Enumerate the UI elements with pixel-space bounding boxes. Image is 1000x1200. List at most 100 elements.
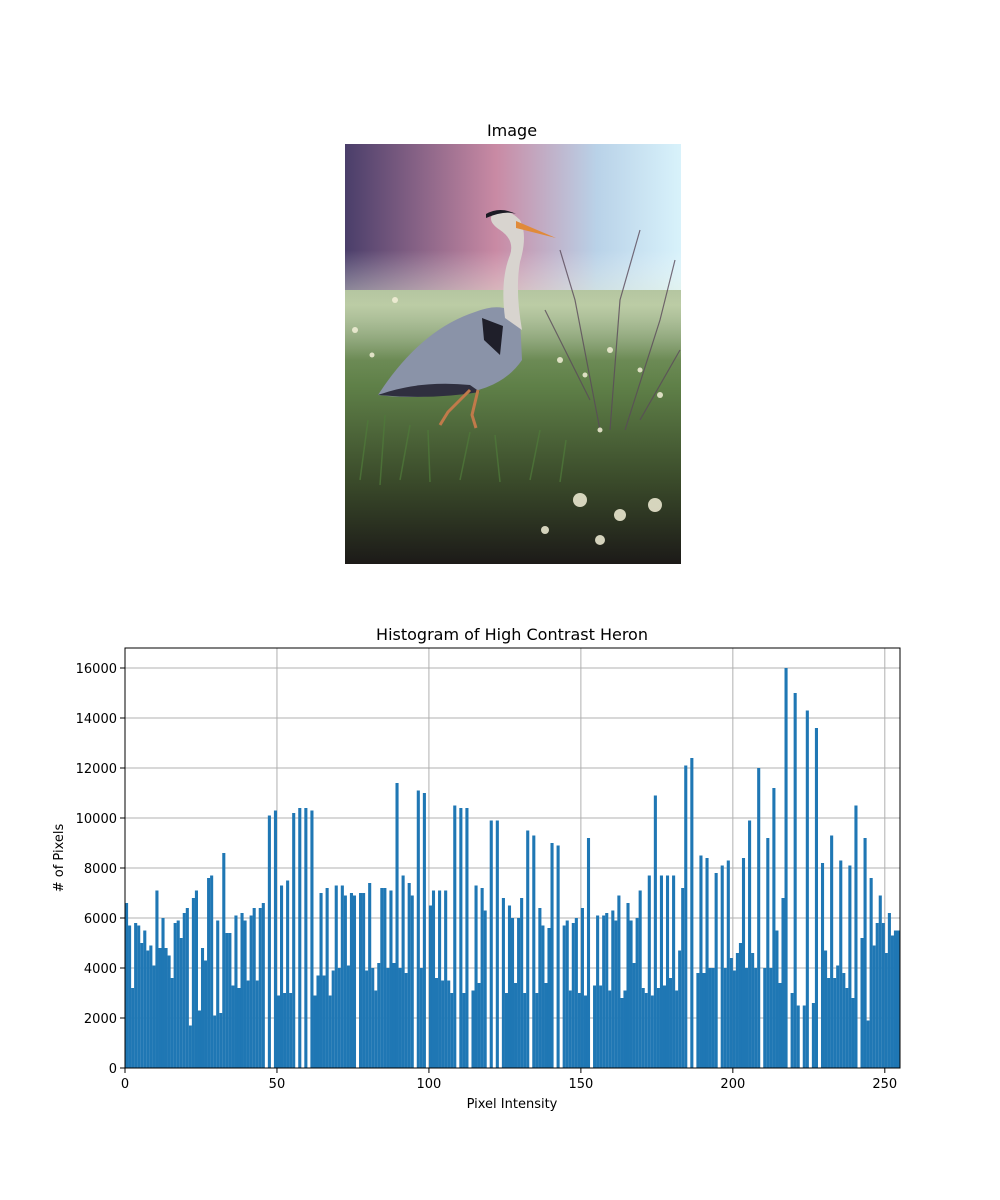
histogram-bar [659,875,663,1068]
histogram-bar [526,830,530,1068]
histogram-bar [340,885,344,1068]
histogram-bar [386,968,390,1068]
histogram-bar [313,995,317,1068]
histogram-bar [368,883,372,1068]
histogram-bar [194,890,198,1068]
histogram-bar [745,968,749,1068]
histogram-bar [763,968,767,1068]
histogram-bar [772,788,776,1068]
histogram-bar [836,965,840,1068]
chart-title: Histogram of High Contrast Heron [376,625,648,644]
histogram-bar [258,908,262,1068]
histogram-bar [504,993,508,1068]
histogram-bar [580,908,584,1068]
histogram-bar [748,820,752,1068]
histogram-bar [404,973,408,1068]
histogram-bar [811,1003,815,1068]
histogram-bar [328,995,332,1068]
histogram-bar [237,988,241,1068]
histogram-bar [656,988,660,1068]
histogram-bar [538,908,542,1068]
histogram-bar [140,943,144,1068]
histogram-bar [134,923,138,1068]
histogram-bar [398,968,402,1068]
histogram-bar [149,945,153,1068]
histogram-bar [286,880,290,1068]
histogram-bar [459,808,463,1068]
histogram-bar [872,945,876,1068]
histogram-bar [322,975,326,1068]
histogram-bar [125,903,129,1068]
histogram-bar [173,923,177,1068]
histogram-bar [371,968,375,1068]
histogram-bar [392,963,396,1068]
histogram-chart: Histogram of High Contrast Heron 0 50 100 1… [52,625,901,1112]
histogram-bar [383,888,387,1068]
x-tick-label: 100 [417,1077,442,1092]
histogram-bar [796,1005,800,1068]
histogram-bar [848,865,852,1068]
y-axis-label: # of Pixels [52,824,67,893]
y-tick-label: 6000 [84,912,117,927]
histogram-bar [179,938,183,1068]
histogram-bar [790,993,794,1068]
histogram-bar [188,1025,192,1068]
histogram-bar [431,890,436,1068]
histogram-bar [474,885,478,1068]
histogram-bar [164,948,168,1068]
histogram-bar [532,835,536,1068]
histogram-bar [170,978,174,1068]
histogram-bar [623,990,627,1068]
histogram-bar [507,905,512,1068]
histogram-bar [699,855,703,1068]
histogram-bar [216,920,220,1068]
histogram-bar [419,968,423,1068]
histogram-bar [143,930,147,1068]
histogram-bar [781,898,785,1068]
histogram-bar [599,985,603,1068]
histogram-bar [866,1020,870,1068]
histogram-bar [428,905,433,1068]
histogram-bar [517,918,521,1068]
histogram-bar [276,995,281,1068]
histogram-bar [273,810,278,1068]
histogram-bar [675,990,679,1068]
histogram-bar [228,933,232,1068]
y-tick-label: 2000 [84,1012,117,1027]
histogram-bar [535,993,539,1068]
histogram-bar [665,875,670,1068]
histogram-bar [735,953,739,1068]
y-tick-label: 4000 [84,962,117,977]
histogram-bar [839,860,843,1068]
histogram-bar [377,963,381,1068]
histogram-bar [447,980,451,1068]
histogram-bar [261,903,265,1068]
histogram-bar [200,948,205,1068]
y-tick-label: 10000 [76,812,117,827]
histogram-bar [167,955,171,1068]
histogram-bar [638,890,642,1068]
histogram-bar [422,793,426,1068]
histogram-bar [325,888,329,1068]
histogram-bar [544,983,548,1068]
histogram-bar [146,950,150,1068]
histogram-bar [690,758,694,1068]
x-tick-label: 150 [568,1077,593,1092]
histogram-bar [845,988,849,1068]
histogram-bar [608,990,612,1068]
histogram-bar [896,930,901,1068]
histogram-bar [471,990,475,1068]
histogram-bar [681,888,685,1068]
histogram-bar [778,983,782,1068]
histogram-bar [830,835,834,1068]
histogram-bar [501,898,505,1068]
histogram-bar [359,893,363,1068]
histogram-bar [204,960,208,1068]
histogram-bar [805,710,809,1068]
histogram-bar [738,943,743,1068]
histogram-bar [331,970,335,1068]
histogram-bar [401,875,405,1068]
histogram-bar [152,965,156,1068]
histogram-bar [684,765,688,1068]
histogram-bar [714,873,718,1068]
